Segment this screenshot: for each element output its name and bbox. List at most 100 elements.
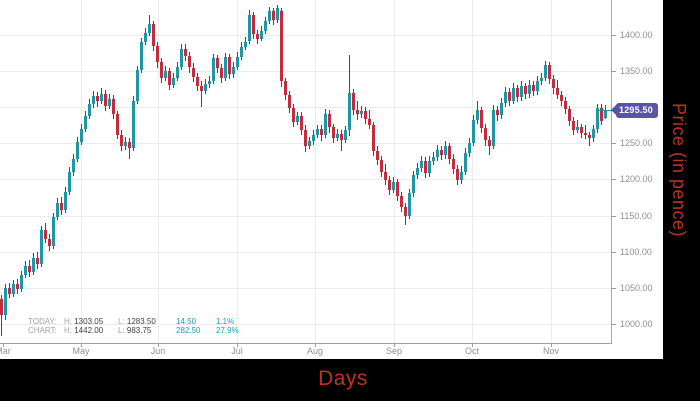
candle-body-up <box>492 110 495 146</box>
candle-body-down <box>8 287 11 294</box>
candle-wick <box>577 119 578 134</box>
candle-wick <box>1 295 2 336</box>
candle-body-up <box>604 110 607 119</box>
candle-body-down <box>116 114 119 135</box>
candle-body-up <box>24 266 27 275</box>
candle-body-up <box>412 175 415 194</box>
candle-body-up <box>308 141 311 147</box>
legend-chart-range: 282.50 <box>176 326 201 335</box>
candle-body-up <box>136 70 139 101</box>
candle-body-up <box>512 88 515 101</box>
gridline-horizontal <box>0 107 611 109</box>
candle-body-up <box>132 100 135 148</box>
candle-body-up <box>392 182 395 190</box>
gridline-horizontal <box>0 251 611 253</box>
candle-body-up <box>148 24 151 33</box>
gridline-horizontal <box>0 287 611 289</box>
candle-body-down <box>588 135 591 139</box>
candle-body-up <box>528 84 531 95</box>
candle-body-down <box>44 230 47 239</box>
candle-body-down <box>188 55 191 68</box>
candle-body-up <box>12 284 15 294</box>
y-axis-tick <box>611 179 616 181</box>
x-tick-label: Mar <box>0 346 11 356</box>
candle-body-up <box>32 257 35 272</box>
candle-body-down <box>400 196 403 207</box>
x-tick-label: Sep <box>385 346 403 356</box>
candle-wick <box>585 124 586 140</box>
gridline-horizontal <box>0 215 611 217</box>
y-tick-label: 1050.00 <box>620 282 653 293</box>
price-tag-value: 1295.50 <box>616 102 658 118</box>
x-tick-label: Aug <box>306 346 324 356</box>
current-price-line <box>597 110 612 112</box>
candle-body-up <box>140 42 143 71</box>
current-price-tag: 1295.50 <box>611 102 658 118</box>
candle-body-up <box>176 66 179 78</box>
candle-body-up <box>592 128 595 139</box>
y-tick-label: 1200.00 <box>620 174 653 185</box>
x-axis-line <box>0 343 612 344</box>
legend: TODAY: H: 1303.05 L: 1283.50 14.50 1.1% … <box>28 317 252 335</box>
candle-body-up <box>240 46 243 57</box>
y-axis-tick <box>611 251 616 253</box>
x-axis-tick <box>472 343 473 347</box>
candle-body-down <box>28 266 31 272</box>
legend-chart-low-value: 983.75 <box>126 326 152 335</box>
candle-body-down <box>452 158 455 170</box>
candle-wick <box>589 131 590 146</box>
x-axis-tick <box>158 343 159 347</box>
candle-body-down <box>532 84 535 92</box>
candle-body-up <box>64 191 67 210</box>
candle-body-down <box>448 146 451 159</box>
legend-chart-range-pct: 27.9% <box>216 326 239 335</box>
gridline-horizontal <box>0 179 611 181</box>
x-tick-label: May <box>72 346 90 356</box>
candle-body-up <box>80 128 83 142</box>
legend-chart-low-key: L: <box>118 326 125 335</box>
candle-body-down <box>456 169 459 181</box>
candle-body-down <box>572 120 575 130</box>
gridline-horizontal <box>0 323 611 325</box>
x-axis-tick <box>237 343 238 347</box>
candle-wick <box>129 138 130 160</box>
y-axis-tick <box>611 215 616 217</box>
candle-body-up <box>40 230 43 265</box>
legend-today-high-value: 1303.05 <box>74 317 104 326</box>
legend-row-today: TODAY: H: 1303.05 L: 1283.50 14.50 1.1% <box>28 317 252 326</box>
candle-body-down <box>564 100 567 110</box>
candle-body-down <box>48 238 51 246</box>
candle-body-down <box>332 127 335 138</box>
candle-body-up <box>164 71 167 79</box>
x-tick-label: Nov <box>542 346 560 356</box>
candle-body-down <box>372 125 375 151</box>
gridline-vertical <box>315 0 316 343</box>
candle-body-up <box>68 172 71 192</box>
candle-body-down <box>152 24 155 46</box>
gridline-horizontal <box>0 71 611 73</box>
candle-body-up <box>100 94 103 102</box>
candle-body-up <box>520 86 523 98</box>
candle-body-down <box>60 202 63 210</box>
candle-body-up <box>56 202 59 218</box>
candle-body-up <box>248 15 251 42</box>
candle-body-up <box>212 58 215 82</box>
candle-body-down <box>368 118 371 126</box>
x-axis-tick <box>394 343 395 347</box>
legend-chart-high-value: 1442.00 <box>74 326 104 335</box>
candle-body-up <box>312 134 315 142</box>
candle-body-up <box>236 56 239 67</box>
x-tick-label: Jul <box>231 346 243 356</box>
candle-body-down <box>128 141 131 148</box>
y-axis-tick <box>611 323 616 325</box>
candle-body-up <box>360 110 363 115</box>
candle-body-up <box>464 153 467 172</box>
candle-body-up <box>276 8 279 20</box>
candle-body-down <box>252 15 255 35</box>
candle-body-down <box>584 133 587 136</box>
candle-body-up <box>344 130 347 140</box>
candle-body-up <box>432 157 435 161</box>
candle-body-up <box>296 115 299 123</box>
legend-today-change: 14.50 <box>176 317 197 326</box>
price-tag-arrow-icon <box>611 103 618 118</box>
